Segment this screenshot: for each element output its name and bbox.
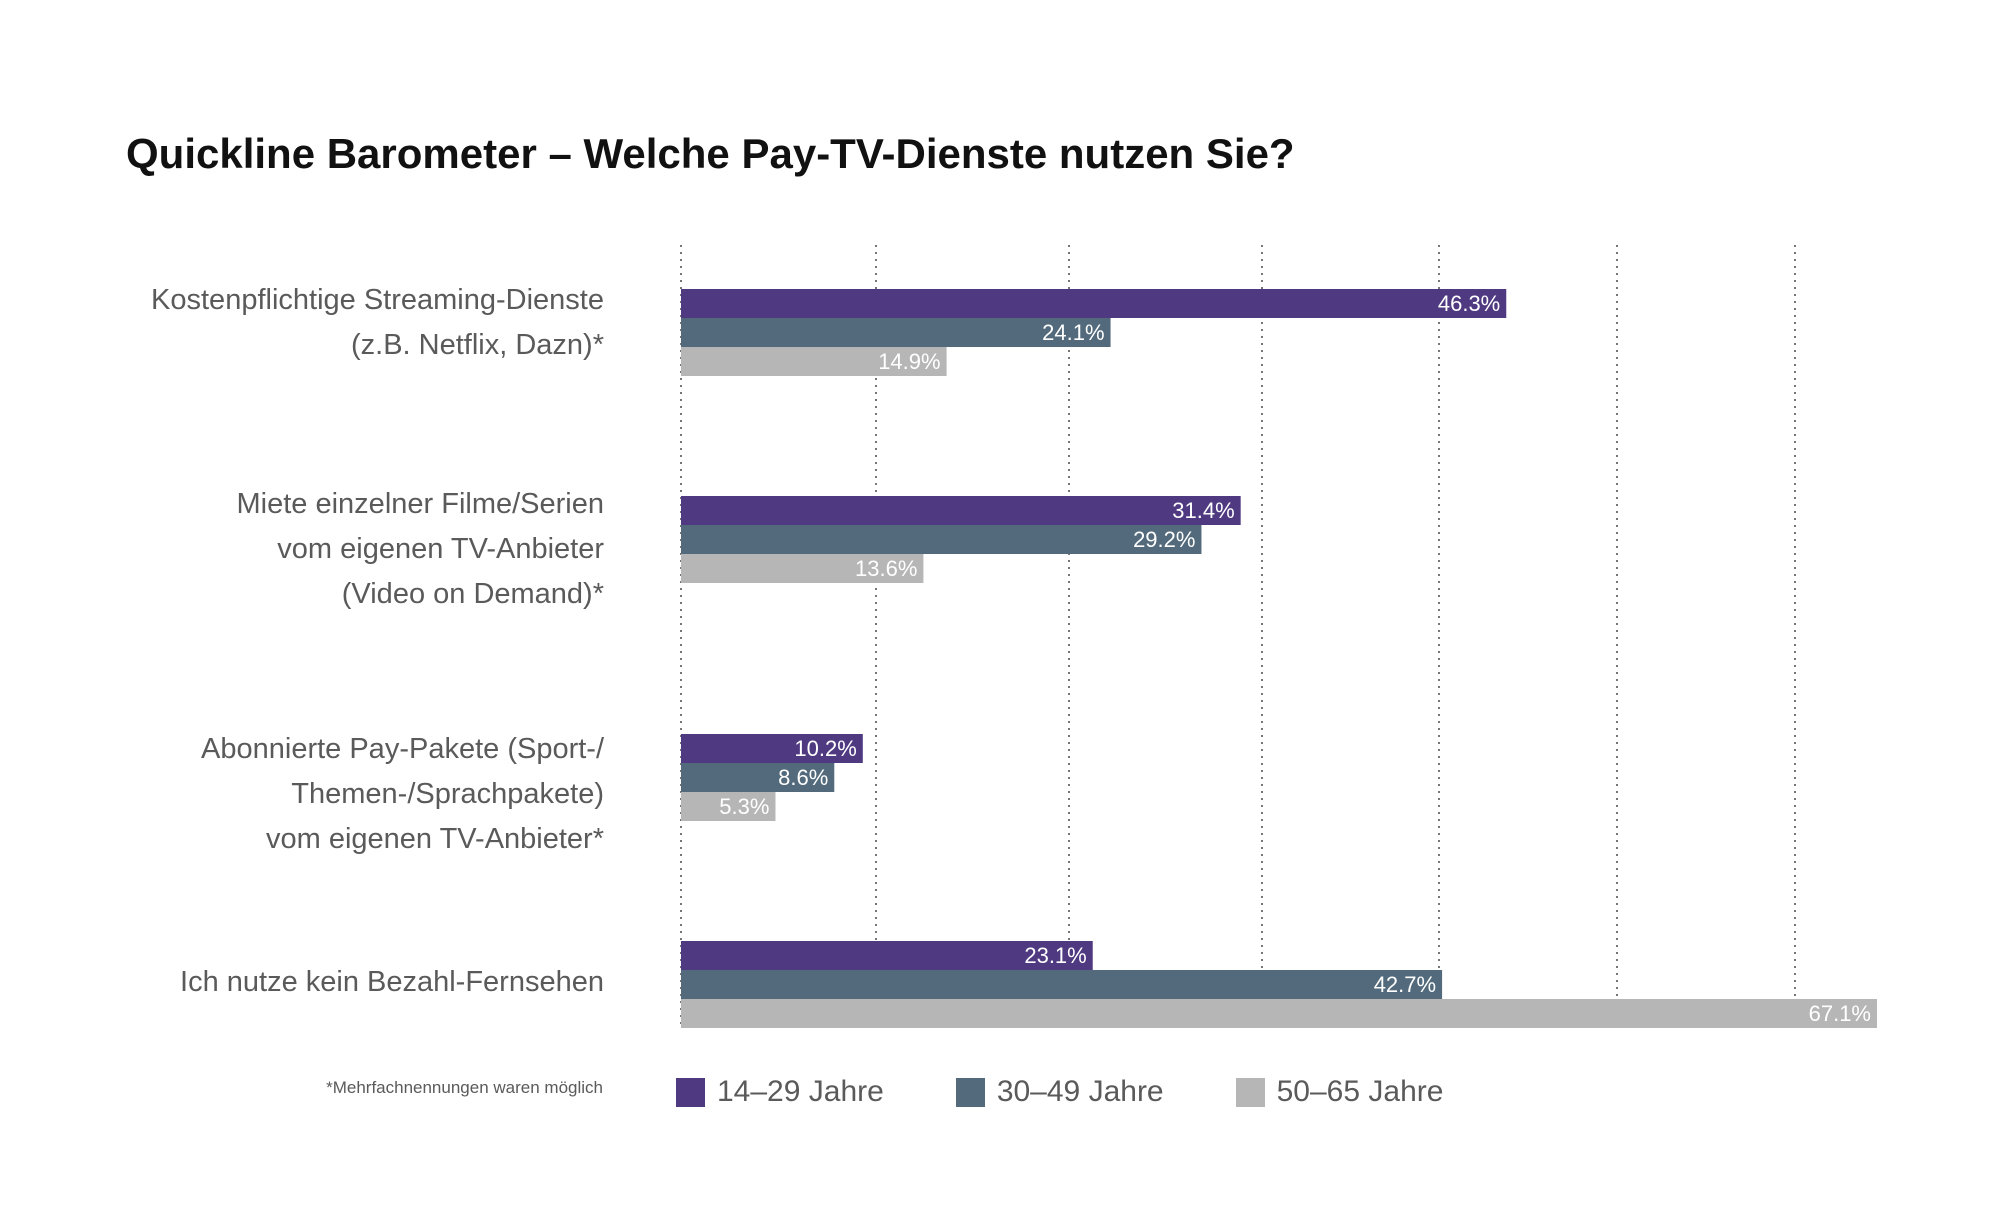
bar (681, 347, 947, 376)
bar (681, 525, 1202, 554)
bar (681, 289, 1507, 318)
data-label: 31.4% (1172, 498, 1234, 523)
legend-label-14-29: 14–29 Jahre (717, 1075, 884, 1108)
data-label: 67.1% (1809, 1001, 1871, 1026)
legend: 14–29 Jahre 30–49 Jahre 50–65 Jahre (676, 1075, 1515, 1109)
category-label-pay-pakete: Abonnierte Pay-Pakete (Sport-/ Themen-/Sp… (4, 727, 604, 862)
bar (681, 792, 776, 821)
data-label: 29.2% (1133, 527, 1195, 552)
category-label-line: vom eigenen TV-Anbieter* (265, 823, 604, 855)
legend-label-50-65: 50–65 Jahre (1276, 1075, 1444, 1108)
bar (681, 734, 863, 763)
legend-swatch-30-49 (955, 1077, 985, 1107)
legend-item-14-29: 14–29 Jahre (676, 1075, 884, 1109)
bar (681, 318, 1111, 347)
category-label-line: vom eigenen TV-Anbieter (277, 533, 604, 565)
bar (681, 554, 924, 583)
category-label-streaming: Kostenpflichtige Streaming-Dienste (z.B. … (4, 278, 604, 368)
data-label: 14.9% (878, 349, 940, 374)
data-label: 10.2% (794, 736, 856, 761)
category-label-video-on-demand: Miete einzelner Filme/Serien vom eigenen … (4, 482, 604, 617)
bar (681, 999, 1877, 1028)
category-label-line: Abonnierte Pay-Pakete (Sport-/ (201, 733, 604, 765)
category-label-line: Themen-/Sprachpakete) (291, 778, 604, 810)
category-label-line: Ich nutze kein Bezahl-Fernsehen (180, 966, 604, 998)
chart-title: Quickline Barometer – Welche Pay-TV-Dien… (126, 130, 1295, 177)
category-label-kein-bezahl-fernsehen: Ich nutze kein Bezahl-Fernsehen (4, 960, 604, 1005)
footnote: *Mehrfachnennungen waren möglich (326, 1078, 603, 1097)
legend-item-50-65: 50–65 Jahre (1235, 1075, 1444, 1109)
data-label: 5.3% (719, 794, 769, 819)
bar (681, 970, 1443, 999)
bar (681, 496, 1241, 525)
bar (681, 941, 1093, 970)
category-label-line: Kostenpflichtige Streaming-Dienste (151, 284, 604, 316)
data-label: 23.1% (1024, 943, 1086, 968)
legend-swatch-14-29 (676, 1077, 705, 1107)
legend-swatch-50-65 (1235, 1077, 1265, 1107)
data-label: 42.7% (1374, 972, 1436, 997)
legend-label-30-49: 30–49 Jahre (996, 1075, 1164, 1108)
category-label-line: Miete einzelner Filme/Serien (236, 488, 604, 520)
data-label: 13.6% (855, 556, 917, 581)
bar (681, 763, 835, 792)
category-label-line: (z.B. Netflix, Dazn)* (351, 329, 604, 361)
legend-item-30-49: 30–49 Jahre (955, 1075, 1164, 1109)
data-label: 24.1% (1042, 320, 1104, 345)
data-label: 46.3% (1438, 291, 1500, 316)
category-label-line: (Video on Demand)* (341, 578, 604, 610)
data-label: 8.6% (778, 765, 828, 790)
